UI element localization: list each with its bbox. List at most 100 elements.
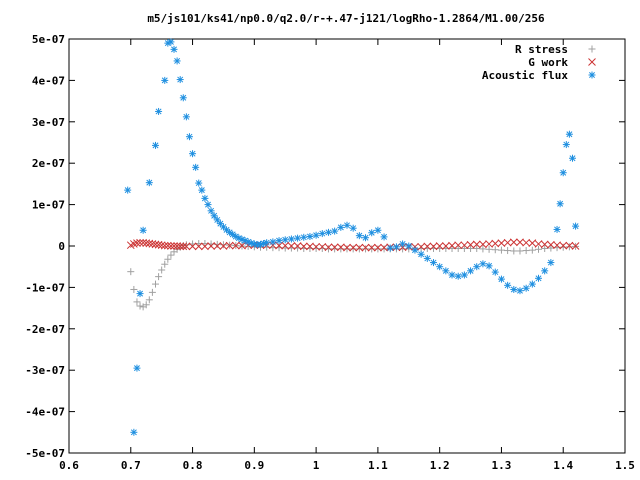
data-point <box>472 240 481 249</box>
data-point <box>136 302 144 310</box>
data-point <box>216 220 224 228</box>
y-tick-label: 4e-07 <box>32 74 65 87</box>
data-point <box>160 241 169 250</box>
data-point <box>349 224 357 232</box>
data-point <box>312 231 320 239</box>
data-point <box>479 240 487 249</box>
data-point <box>133 364 141 372</box>
data-point <box>133 239 141 247</box>
data-point <box>306 242 314 251</box>
data-point <box>324 245 332 253</box>
data-point <box>541 244 549 252</box>
data-point <box>349 245 357 253</box>
data-point <box>167 38 175 46</box>
data-point <box>535 274 543 282</box>
data-point <box>139 226 147 234</box>
y-tick-label: 0 <box>58 240 65 253</box>
data-point <box>454 241 463 250</box>
series-g-work <box>126 238 580 252</box>
data-point <box>173 242 181 250</box>
y-tick-label: 3e-07 <box>32 116 65 129</box>
data-point <box>155 273 163 281</box>
data-point <box>497 239 506 247</box>
data-point <box>509 238 518 247</box>
data-point <box>541 267 549 275</box>
data-point <box>522 284 530 292</box>
data-point <box>136 238 144 247</box>
data-point <box>429 259 437 267</box>
data-point <box>454 244 462 252</box>
data-point <box>207 242 215 250</box>
data-point <box>355 243 364 252</box>
data-point <box>312 242 320 251</box>
data-point <box>547 244 555 252</box>
data-point <box>213 240 221 248</box>
data-point <box>559 169 567 177</box>
data-point <box>151 280 159 288</box>
data-point <box>182 113 190 121</box>
data-point <box>479 245 487 253</box>
data-point <box>167 242 175 250</box>
data-point <box>343 221 351 229</box>
data-point <box>201 194 209 202</box>
data-point <box>148 240 157 248</box>
data-point <box>299 242 308 251</box>
data-point <box>330 243 339 252</box>
data-point <box>448 241 456 250</box>
legend-marker <box>588 58 596 66</box>
y-tick-label: -5e-07 <box>25 447 65 460</box>
y-tick-label: -3e-07 <box>25 364 65 377</box>
data-point <box>405 242 413 250</box>
data-point <box>155 107 163 115</box>
data-point <box>460 241 469 250</box>
x-tick-label: 1.4 <box>553 459 573 472</box>
data-point <box>522 247 530 255</box>
data-point <box>281 241 290 250</box>
x-tick-label: 1 <box>313 459 320 472</box>
data-point <box>275 237 283 245</box>
data-point <box>130 285 138 293</box>
data-point <box>213 242 222 250</box>
data-point <box>198 186 206 194</box>
data-point <box>362 234 370 242</box>
data-point <box>399 240 407 248</box>
data-point <box>232 232 240 240</box>
data-point <box>182 242 191 251</box>
data-point <box>380 243 388 252</box>
data-point <box>528 239 537 247</box>
data-point <box>460 271 468 279</box>
data-point <box>528 246 536 254</box>
data-point <box>238 241 246 250</box>
legend-marker <box>588 71 596 79</box>
data-point <box>281 236 289 244</box>
data-point <box>343 245 351 253</box>
data-point <box>565 241 574 250</box>
data-point <box>374 226 382 234</box>
legend-marker <box>588 45 596 53</box>
x-tick-label: 1.1 <box>368 459 388 472</box>
data-point <box>571 242 580 250</box>
data-point <box>491 246 499 254</box>
data-point <box>467 244 475 252</box>
data-point <box>547 240 555 249</box>
data-point <box>411 246 419 254</box>
data-point <box>154 240 163 249</box>
data-point <box>504 247 512 255</box>
data-point <box>355 245 363 253</box>
data-point <box>349 243 358 252</box>
data-point <box>392 243 400 251</box>
data-point <box>423 254 431 262</box>
data-point <box>516 287 524 295</box>
data-point <box>491 239 500 248</box>
data-point <box>157 241 166 250</box>
y-tick-label: 1e-07 <box>32 199 65 212</box>
x-tick-label: 0.9 <box>244 459 264 472</box>
data-point <box>553 225 561 233</box>
data-point <box>189 150 197 158</box>
data-point <box>559 243 567 251</box>
y-tick-label: 2e-07 <box>32 157 65 170</box>
data-point <box>164 39 172 47</box>
data-point <box>163 241 172 250</box>
data-point <box>417 250 425 258</box>
data-point <box>423 242 432 251</box>
